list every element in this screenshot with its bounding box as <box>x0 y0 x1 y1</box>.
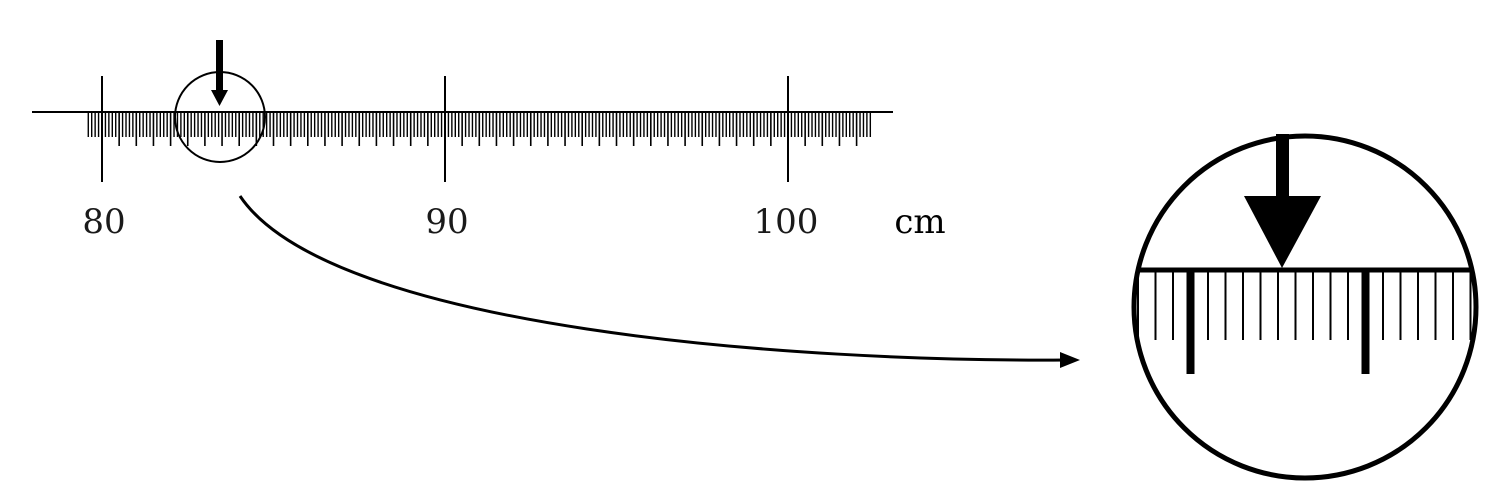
zoom-highlight-circle <box>174 71 266 163</box>
measuring-scale <box>32 76 893 182</box>
scale-label-100: 100 <box>754 202 819 242</box>
magnified-pointer-arrow-icon <box>1244 134 1321 268</box>
magnify-connector-arrow <box>238 195 1080 368</box>
scale-label-80: 80 <box>82 202 125 242</box>
scale-major-ticks <box>101 76 789 182</box>
magnified-view <box>1131 133 1479 481</box>
magnifier-circle <box>1131 133 1479 481</box>
pointer-arrow-icon <box>211 40 228 106</box>
unit-label: cm <box>894 202 945 242</box>
scale-ticks <box>87 112 872 146</box>
magnified-ticks <box>1137 270 1472 374</box>
scale-label-90: 90 <box>425 202 468 242</box>
